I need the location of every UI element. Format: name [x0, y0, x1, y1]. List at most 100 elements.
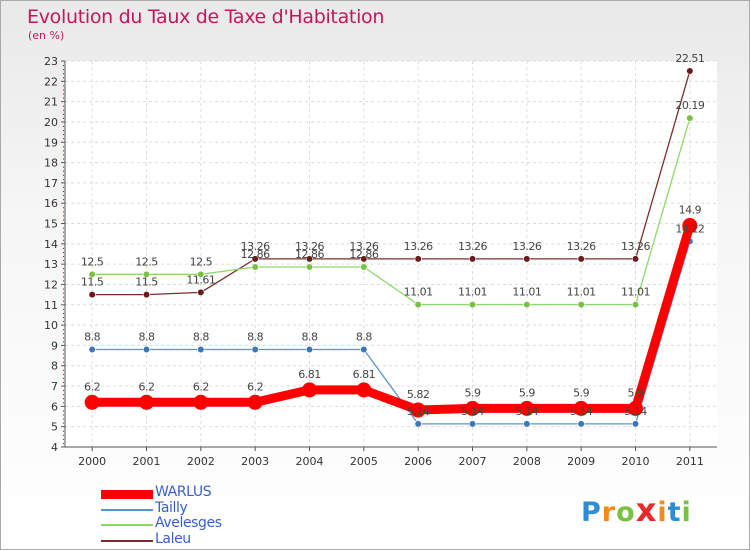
- logo-letter: t: [667, 497, 682, 528]
- y-tick-label: 23: [44, 55, 58, 68]
- y-minor-tick: [63, 280, 64, 282]
- data-point-warlus: [410, 402, 426, 418]
- y-tick-label: 22: [44, 75, 58, 88]
- y-minor-tick: [63, 398, 64, 400]
- data-label-warlus: 6.81: [298, 368, 321, 381]
- data-label-avelesges: 11.01: [458, 286, 487, 299]
- y-tick-label: 16: [44, 197, 58, 210]
- data-point-warlus: [84, 394, 100, 410]
- y-minor-tick: [63, 300, 64, 302]
- y-minor-tick: [63, 373, 64, 375]
- data-label-tailly: 14.12: [675, 222, 704, 235]
- legend-swatch-avelesges: [101, 524, 153, 526]
- data-label-avelesges: 12.5: [81, 255, 104, 268]
- y-minor-tick: [63, 215, 64, 217]
- x-tick-label: 2000: [78, 455, 106, 468]
- y-minor-tick: [63, 353, 64, 355]
- data-label-avelesges: 11.01: [621, 286, 650, 299]
- y-minor-tick: [63, 268, 64, 270]
- y-minor-tick: [63, 276, 64, 278]
- y-minor-tick: [63, 260, 64, 262]
- y-minor-tick: [63, 126, 64, 128]
- y-tick-label: 19: [44, 136, 58, 149]
- data-point-avelesges: [360, 263, 368, 271]
- data-point-tailly: [468, 420, 477, 428]
- y-minor-tick: [63, 69, 64, 71]
- data-point-tailly: [523, 420, 531, 428]
- data-point-laleu: [305, 255, 314, 263]
- y-minor-tick: [63, 256, 64, 258]
- data-label-laleu: 13.26: [567, 240, 596, 253]
- y-minor-tick: [63, 178, 64, 180]
- data-point-warlus: [247, 394, 263, 410]
- data-point-tailly: [142, 345, 151, 354]
- y-tick-label: 20: [44, 116, 58, 129]
- data-label-avelesges: 12.5: [135, 255, 158, 268]
- data-label-tailly: 5.14: [461, 405, 484, 418]
- y-minor-tick: [63, 113, 64, 115]
- legend-label-avelesges: Avelesges: [155, 515, 222, 531]
- data-point-laleu: [414, 255, 422, 263]
- data-label-warlus: 6.81: [353, 368, 376, 381]
- legend-swatch-laleu: [101, 540, 153, 542]
- y-minor-tick: [63, 235, 64, 237]
- y-minor-tick: [63, 414, 64, 416]
- y-tick-label: 21: [44, 96, 58, 109]
- x-tick-label: 2010: [622, 455, 650, 468]
- data-label-laleu: 13.26: [404, 240, 433, 253]
- y-minor-tick: [63, 174, 64, 176]
- logo-letter: i: [681, 497, 692, 528]
- y-minor-tick: [63, 410, 64, 412]
- data-point-tailly: [88, 345, 96, 354]
- y-tick-label: 18: [44, 157, 58, 170]
- y-tick-label: 5: [51, 421, 58, 434]
- data-point-warlus: [302, 382, 317, 398]
- data-label-tailly: 5.14: [570, 405, 593, 418]
- data-label-avelesges: 11.01: [404, 286, 433, 299]
- x-tick-label: 2005: [350, 455, 378, 468]
- y-minor-tick: [63, 361, 64, 363]
- data-label-warlus: 6.2: [139, 380, 155, 393]
- data-label-warlus: 5.82: [407, 388, 430, 401]
- legend-label-warlus: WARLUS: [155, 484, 212, 500]
- data-label-tailly: 8.8: [139, 330, 155, 343]
- data-point-avelesges: [577, 300, 585, 309]
- y-minor-tick: [63, 170, 64, 172]
- y-minor-tick: [63, 394, 64, 396]
- chart-title: Evolution du Taux de Taxe d'Habitation: [27, 6, 385, 28]
- data-label-avelesges: 20.19: [675, 99, 704, 112]
- y-axis-units: (en %): [28, 29, 65, 42]
- data-point-tailly: [631, 420, 640, 428]
- y-minor-tick: [63, 402, 64, 404]
- y-minor-tick: [63, 150, 64, 152]
- x-tick-label: 2002: [187, 455, 215, 468]
- data-label-laleu: 13.26: [241, 240, 270, 253]
- logo-letter: P: [581, 497, 602, 528]
- data-point-avelesges: [414, 300, 422, 309]
- y-minor-tick: [63, 191, 64, 193]
- y-minor-tick: [63, 329, 64, 331]
- data-label-avelesges: 12.86: [295, 248, 324, 261]
- data-point-warlus: [465, 400, 480, 416]
- proxiti-logo[interactable]: Proxiti: [581, 491, 692, 529]
- data-point-avelesges: [523, 300, 531, 309]
- data-label-laleu: 13.26: [512, 240, 541, 253]
- y-minor-tick: [63, 207, 64, 209]
- data-label-warlus: 6.2: [84, 380, 100, 393]
- logo-letter: o: [616, 497, 636, 528]
- y-minor-tick: [63, 109, 64, 111]
- y-minor-tick: [63, 158, 64, 160]
- data-point-avelesges: [686, 114, 694, 122]
- y-minor-tick: [63, 430, 64, 432]
- data-label-avelesges: 12.86: [241, 248, 270, 261]
- data-point-avelesges: [142, 270, 151, 278]
- y-minor-tick: [63, 333, 64, 335]
- data-label-warlus: 5.9: [465, 386, 481, 399]
- y-minor-tick: [63, 93, 64, 95]
- y-minor-tick: [63, 117, 64, 119]
- data-point-laleu: [251, 255, 259, 263]
- y-minor-tick: [63, 97, 64, 99]
- y-tick-label: 15: [44, 218, 58, 231]
